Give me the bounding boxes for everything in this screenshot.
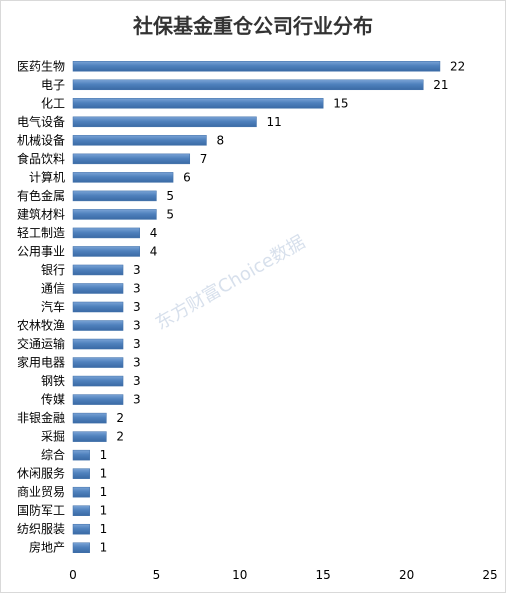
data-label: 4: [150, 244, 158, 258]
category-label: 计算机: [29, 169, 65, 184]
category-label: 电气设备: [17, 114, 65, 129]
data-label: 1: [100, 522, 108, 536]
bar: [72, 542, 90, 553]
category-label: 有色金属: [17, 188, 65, 203]
data-label: 3: [133, 281, 141, 295]
data-label: 22: [450, 59, 465, 73]
bar: [72, 190, 157, 202]
bar: [72, 486, 90, 498]
bar: [72, 209, 157, 220]
data-label: 3: [133, 319, 141, 333]
x-tick-label: 20: [399, 568, 414, 582]
data-label: 1: [100, 448, 108, 462]
chart-title: 社保基金重仓公司行业分布: [133, 14, 373, 38]
category-label: 医药生物: [17, 59, 65, 73]
data-label: 1: [100, 541, 108, 555]
category-label: 家用电器: [17, 355, 65, 370]
data-label: 15: [333, 96, 348, 110]
category-label: 轻工制造: [17, 226, 65, 240]
bar: [72, 505, 90, 516]
bar: [72, 320, 124, 331]
category-label: 机械设备: [17, 132, 65, 147]
data-label: 3: [133, 393, 141, 407]
bar: [72, 357, 124, 368]
data-label: 4: [150, 226, 158, 240]
bar: [72, 116, 257, 128]
bar: [72, 172, 174, 183]
bar: [72, 412, 107, 424]
x-tick-label: 10: [232, 568, 247, 582]
data-label: 3: [133, 374, 141, 388]
category-label: 农林牧渔: [17, 319, 65, 333]
bar: [72, 79, 424, 91]
category-label: 建筑材料: [17, 206, 65, 221]
data-label: 11: [266, 115, 281, 129]
data-label: 3: [133, 300, 141, 314]
category-label: 电子: [41, 78, 65, 92]
bar: [72, 246, 140, 257]
bar: [72, 523, 90, 535]
category-label: 纺织服装: [17, 522, 65, 536]
category-label: 交通运输: [17, 336, 65, 351]
data-label: 5: [166, 189, 174, 203]
category-label: 公用事业: [17, 244, 65, 258]
bar: [72, 227, 140, 239]
bar: [72, 135, 207, 146]
data-label: 6: [183, 170, 191, 184]
category-label: 休闲服务: [17, 466, 65, 481]
bar: [72, 449, 90, 461]
category-label: 综合: [41, 447, 65, 462]
data-label: 2: [116, 430, 124, 444]
bar: [72, 61, 441, 72]
bar: [72, 264, 124, 276]
data-label: 1: [100, 504, 108, 518]
category-label: 商业贸易: [17, 484, 65, 499]
category-label: 化工: [41, 96, 65, 110]
category-label: 钢铁: [41, 374, 65, 388]
watermark-text: 东方财富Choice数据: [152, 232, 309, 335]
data-label: 2: [116, 411, 124, 425]
bar: [72, 431, 107, 442]
category-label: 国防军工: [17, 503, 65, 518]
data-label: 21: [433, 78, 448, 92]
bar: [72, 301, 124, 313]
data-label: 8: [216, 133, 224, 147]
category-label: 汽车: [41, 299, 65, 314]
category-label: 银行: [41, 263, 65, 277]
bar: [72, 98, 324, 109]
bar: [72, 283, 124, 294]
data-label: 1: [100, 467, 108, 481]
data-label: 3: [133, 356, 141, 370]
category-label: 非银金融: [17, 410, 65, 425]
category-label: 传媒: [41, 392, 65, 407]
data-label: 5: [166, 207, 174, 221]
category-label: 采掘: [41, 429, 65, 444]
data-label: 1: [100, 485, 108, 499]
data-label: 7: [200, 152, 208, 166]
bar: [72, 153, 191, 165]
bar: [72, 338, 124, 350]
data-label: 3: [133, 337, 141, 351]
bar: [72, 468, 90, 479]
data-label: 3: [133, 263, 141, 277]
category-label: 食品饮料: [17, 151, 65, 166]
category-label: 房地产: [29, 540, 65, 555]
x-tick-label: 25: [482, 568, 497, 582]
category-label: 通信: [41, 281, 65, 295]
bar: [72, 375, 124, 387]
x-tick-label: 5: [153, 568, 161, 582]
x-tick-label: 0: [69, 568, 77, 582]
bar: [72, 394, 124, 405]
x-tick-label: 15: [316, 568, 331, 582]
